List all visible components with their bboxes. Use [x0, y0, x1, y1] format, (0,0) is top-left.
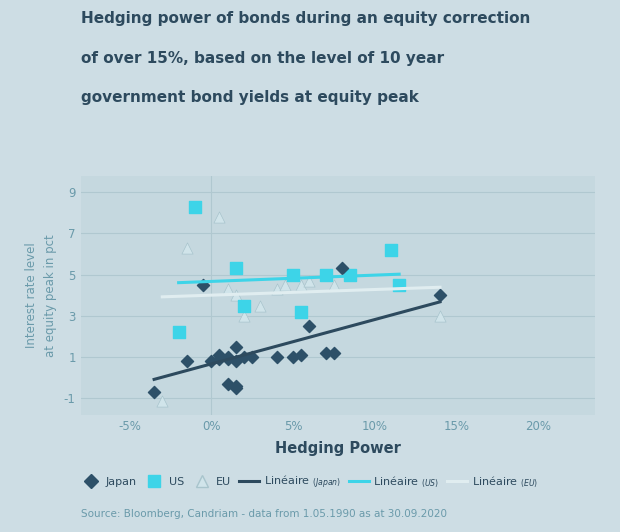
US: [288, 270, 298, 279]
Japan: [321, 349, 330, 358]
US: [386, 246, 396, 254]
Japan: [247, 353, 257, 361]
Japan: [198, 281, 208, 289]
EU: [280, 281, 290, 289]
Japan: [231, 357, 241, 365]
EU: [304, 277, 314, 285]
US: [321, 270, 330, 279]
EU: [157, 396, 167, 405]
Japan: [223, 353, 232, 361]
US: [190, 202, 200, 211]
US: [239, 301, 249, 310]
EU: [231, 291, 241, 300]
Text: Hedging power of bonds during an equity correction: Hedging power of bonds during an equity …: [81, 11, 530, 26]
US: [231, 264, 241, 273]
EU: [329, 281, 339, 289]
EU: [272, 285, 281, 293]
EU: [215, 213, 224, 221]
Japan: [296, 351, 306, 360]
Japan: [149, 388, 159, 396]
Japan: [223, 355, 232, 363]
Text: government bond yields at equity peak: government bond yields at equity peak: [81, 90, 419, 105]
Japan: [288, 353, 298, 361]
X-axis label: Hedging Power: Hedging Power: [275, 441, 401, 456]
Y-axis label: Interest rate level
at equity peak in pct: Interest rate level at equity peak in pc…: [25, 234, 57, 356]
Japan: [435, 291, 445, 300]
Japan: [231, 343, 241, 351]
EU: [182, 244, 192, 252]
Japan: [215, 351, 224, 360]
US: [296, 307, 306, 316]
EU: [435, 312, 445, 320]
Japan: [272, 353, 281, 361]
Japan: [206, 357, 216, 365]
Legend: Japan, US, EU, Linéaire $_{(Japan)}$, Linéaire $_{(US)}$, Linéaire $_{(EU)}$: Japan, US, EU, Linéaire $_{(Japan)}$, Li…: [81, 473, 538, 491]
US: [394, 281, 404, 289]
Japan: [215, 355, 224, 363]
EU: [239, 312, 249, 320]
Japan: [223, 380, 232, 388]
US: [174, 328, 184, 337]
EU: [296, 281, 306, 289]
Text: of over 15%, based on the level of 10 year: of over 15%, based on the level of 10 ye…: [81, 51, 444, 65]
Japan: [231, 382, 241, 390]
Japan: [231, 384, 241, 393]
Japan: [239, 353, 249, 361]
Text: Source: Bloomberg, Candriam - data from 1.05.1990 as at 30.09.2020: Source: Bloomberg, Candriam - data from …: [81, 509, 446, 519]
US: [345, 270, 355, 279]
EU: [223, 285, 232, 293]
EU: [255, 301, 265, 310]
Japan: [337, 264, 347, 273]
Japan: [329, 349, 339, 358]
Japan: [182, 357, 192, 365]
Japan: [304, 322, 314, 330]
